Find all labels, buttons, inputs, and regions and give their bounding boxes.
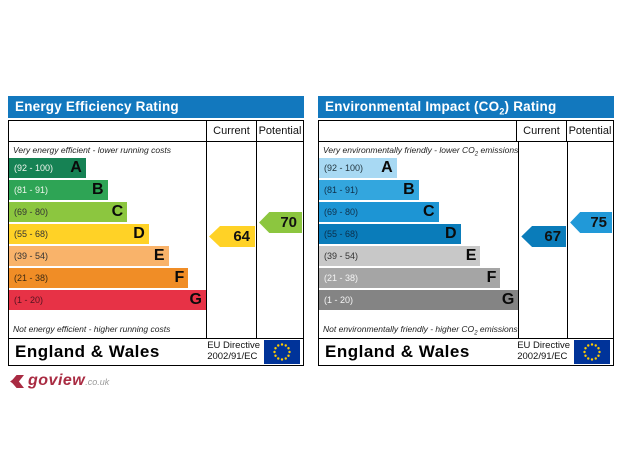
band-f-letter: F [486, 269, 497, 286]
band-f: (21 - 38) F [319, 268, 501, 288]
band-e: (39 - 54) E [9, 246, 169, 266]
goview-arrow-icon [10, 374, 24, 388]
band-a: (92 - 100) A [319, 158, 397, 178]
potential-rating-value: 70 [280, 214, 297, 231]
eu-flag-icon [574, 340, 610, 364]
band-d: (55 - 68) D [9, 224, 149, 244]
goview-logo-text: goview [28, 372, 86, 389]
current-rating-value: 64 [233, 228, 250, 245]
band-e-range: (39 - 54) [324, 251, 359, 261]
chart-footer: England & Wales EU Directive 2002/91/EC [9, 338, 303, 365]
rating-bands-area: Very environmentally friendly - lower CO… [319, 142, 519, 338]
band-a: (92 - 100) A [9, 158, 86, 178]
band-e: (39 - 54) E [319, 246, 481, 266]
top-note: Very environmentally friendly - lower CO… [323, 145, 519, 158]
rating-bands-area: Very energy efficient - lower running co… [9, 142, 206, 338]
band-g-range: (1 - 20) [14, 295, 44, 305]
band-a-range: (92 - 100) [324, 163, 364, 173]
eu-directive-label: EU Directive 2002/91/EC [207, 340, 260, 362]
bottom-note: Not environmentally friendly - higher CO… [323, 324, 518, 337]
bottom-note: Not energy efficient - higher running co… [13, 324, 171, 334]
band-c: (69 - 80) C [319, 202, 439, 222]
band-g-range: (1 - 20) [324, 295, 354, 305]
eu-flag-icon [264, 340, 300, 364]
band-f: (21 - 38) F [9, 268, 189, 288]
environmental-impact-table: Current Potential Very environmentally f… [318, 120, 614, 366]
potential-rating-arrow: 75 [570, 212, 612, 233]
band-b-range: (81 - 91) [14, 185, 49, 195]
energy-efficiency-table: Current Potential Very energy efficient … [8, 120, 304, 366]
region-label: England & Wales [15, 342, 160, 361]
energy-efficiency-title: Energy Efficiency Rating [8, 96, 304, 118]
potential-column-header: Potential [566, 121, 613, 141]
band-f-range: (21 - 38) [324, 273, 359, 283]
band-g: (1 - 20) G [319, 290, 519, 310]
current-rating-value: 67 [544, 228, 562, 245]
band-d-letter: D [133, 225, 145, 242]
band-g-letter: G [501, 291, 515, 308]
goview-logo-suffix: .co.uk [85, 377, 110, 387]
band-b: (81 - 91) B [319, 180, 419, 200]
current-rating-arrow: 67 [521, 226, 567, 247]
top-note: Very energy efficient - lower running co… [13, 145, 171, 155]
band-d-range: (55 - 68) [324, 229, 359, 239]
potential-column-header: Potential [256, 121, 303, 141]
band-a-letter: A [70, 159, 82, 176]
band-g-letter: G [189, 291, 202, 308]
band-b-letter: B [91, 181, 104, 198]
eu-directive-label: EU Directive 2002/91/EC [517, 340, 570, 362]
environmental-impact-title: Environmental Impact (CO2) Rating [318, 96, 614, 118]
current-column: 64 [206, 142, 256, 338]
potential-rating-arrow: 70 [259, 212, 302, 233]
band-b-letter: B [403, 181, 415, 198]
column-header-row: Current Potential [319, 121, 613, 142]
potential-rating-value: 75 [590, 214, 607, 231]
potential-column: 70 [256, 142, 303, 338]
band-c-range: (69 - 80) [14, 207, 49, 217]
band-c-letter: C [423, 203, 435, 220]
chart-footer: England & Wales EU Directive 2002/91/EC [319, 338, 613, 365]
band-g: (1 - 20) G [9, 290, 206, 310]
band-e-range: (39 - 54) [14, 251, 49, 261]
band-c-range: (69 - 80) [324, 207, 359, 217]
band-f-range: (21 - 38) [14, 273, 49, 283]
band-b: (81 - 91) B [9, 180, 108, 200]
potential-column: 75 [567, 142, 613, 338]
band-a-range: (92 - 100) [14, 163, 54, 173]
current-column: 67 [518, 142, 567, 338]
environmental-impact-chart: Environmental Impact (CO2) Rating Curren… [318, 96, 614, 366]
band-f-letter: F [174, 269, 185, 286]
current-column-header: Current [516, 121, 566, 141]
column-header-row: Current Potential [9, 121, 303, 142]
band-e-letter: E [153, 247, 165, 264]
band-d-letter: D [444, 225, 457, 242]
band-c: (69 - 80) C [9, 202, 128, 222]
region-label: England & Wales [325, 342, 470, 361]
band-d-range: (55 - 68) [14, 229, 49, 239]
band-c-letter: C [111, 203, 124, 220]
band-b-range: (81 - 91) [324, 185, 359, 195]
current-rating-arrow: 64 [209, 226, 255, 247]
goview-logo: goview .co.uk [10, 372, 109, 390]
band-e-letter: E [465, 247, 477, 264]
band-d: (55 - 68) D [319, 224, 461, 244]
energy-efficiency-chart: Energy Efficiency Rating Current Potenti… [8, 96, 304, 366]
current-column-header: Current [206, 121, 256, 141]
band-a-letter: A [381, 159, 393, 176]
